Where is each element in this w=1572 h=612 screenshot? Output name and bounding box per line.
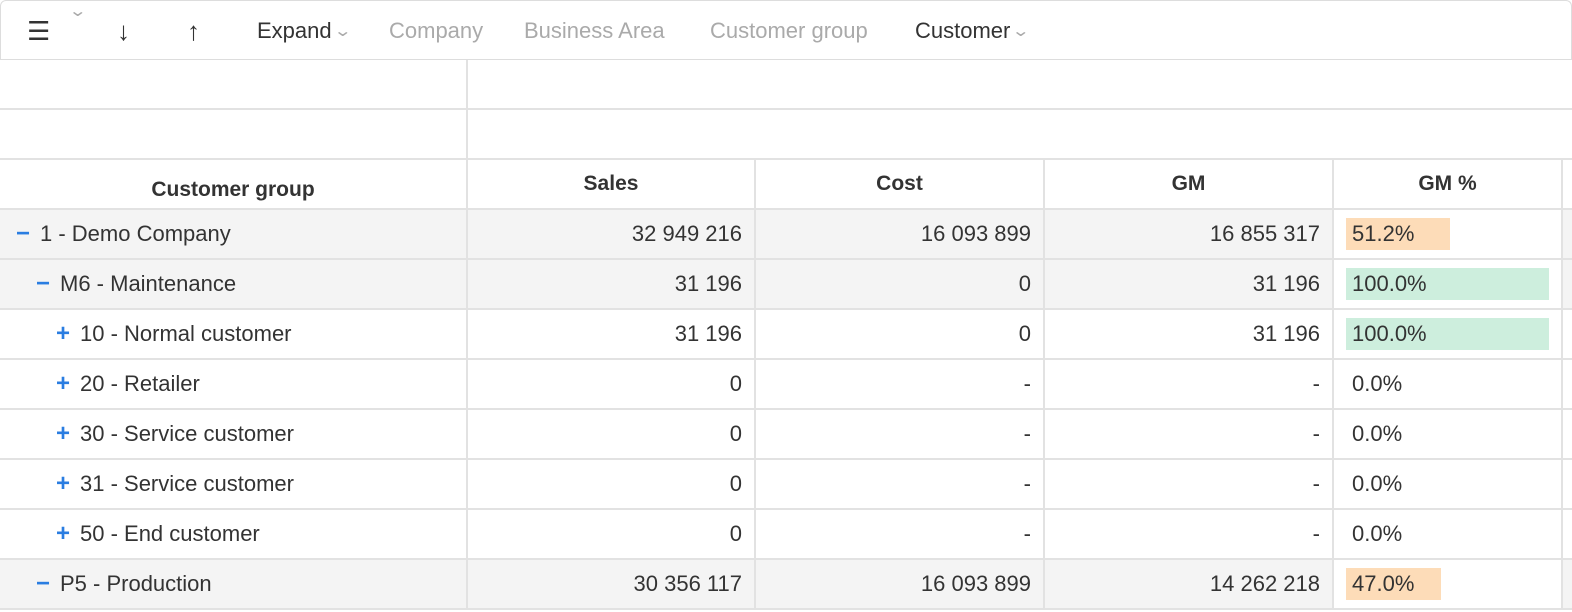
- row-label-cell: + 20 - Retailer: [0, 360, 468, 408]
- row-label: 10 - Normal customer: [80, 321, 292, 346]
- gm-value: 31 196: [1045, 310, 1334, 358]
- row-label-cell: + 31 - Service customer: [0, 460, 468, 508]
- empty-header-row: [0, 60, 1572, 110]
- cost-value: 16 093 899: [756, 210, 1045, 258]
- gm-pct-cell: 0.0%: [1334, 460, 1563, 508]
- row-label: 50 - End customer: [80, 521, 260, 546]
- customer-dropdown[interactable]: Customer ⌄: [915, 1, 1031, 61]
- sales-value: 0: [468, 510, 756, 558]
- sales-value: 0: [468, 360, 756, 408]
- expand-icon[interactable]: +: [55, 370, 70, 397]
- gm-pct-cell: 100.0%: [1334, 260, 1563, 308]
- gm-value: -: [1045, 460, 1334, 508]
- header-sales[interactable]: Sales: [468, 160, 756, 208]
- gm-pct-value: 0.0%: [1352, 371, 1403, 396]
- table-row: + 20 - Retailer 0 - - 0.0%: [0, 360, 1572, 410]
- customer-label: Customer: [915, 18, 1011, 43]
- row-label: 31 - Service customer: [80, 471, 294, 496]
- gm-value: 31 196: [1045, 260, 1334, 308]
- gm-pct-cell: 0.0%: [1334, 510, 1563, 558]
- gm-pct-value: 0.0%: [1352, 421, 1403, 446]
- gm-value: -: [1045, 360, 1334, 408]
- empty-header-row: [0, 110, 1572, 160]
- cost-value: -: [756, 460, 1045, 508]
- gm-pct-value: 100.0%: [1352, 271, 1427, 296]
- gm-pct-bar: [1346, 218, 1450, 250]
- arrow-up-icon[interactable]: ↑: [187, 15, 200, 46]
- gm-pct-cell: 100.0%: [1334, 310, 1563, 358]
- sales-value: 30 356 117: [468, 560, 756, 608]
- row-label: 1 - Demo Company: [40, 221, 231, 246]
- gm-pct-bar: [1346, 268, 1549, 300]
- collapse-icon[interactable]: −: [15, 220, 30, 247]
- cost-value: -: [756, 410, 1045, 458]
- gm-value: -: [1045, 410, 1334, 458]
- gm-pct-value: 0.0%: [1352, 471, 1403, 496]
- row-label-cell: − P5 - Production: [0, 560, 468, 608]
- gm-pct-cell: 51.2%: [1334, 210, 1563, 258]
- table-row: + 31 - Service customer 0 - - 0.0%: [0, 460, 1572, 510]
- chevron-down-icon: ⌄: [1011, 23, 1031, 40]
- cost-value: -: [756, 510, 1045, 558]
- gm-pct-cell: 47.0%: [1334, 560, 1563, 608]
- gm-value: -: [1045, 510, 1334, 558]
- expand-icon[interactable]: +: [55, 420, 70, 447]
- table-row: − M6 - Maintenance 31 196 0 31 196 100.0…: [0, 260, 1572, 310]
- header-gm[interactable]: GM: [1045, 160, 1334, 208]
- expand-icon[interactable]: +: [55, 470, 70, 497]
- table-row: + 50 - End customer 0 - - 0.0%: [0, 510, 1572, 560]
- column-header-row: Customer group Sales Cost GM GM %: [0, 160, 1572, 210]
- cost-value: 0: [756, 310, 1045, 358]
- expand-icon[interactable]: +: [55, 320, 70, 347]
- expand-label: Expand: [257, 18, 332, 43]
- row-label-cell: + 30 - Service customer: [0, 410, 468, 458]
- cost-value: 0: [756, 260, 1045, 308]
- gm-value: 14 262 218: [1045, 560, 1334, 608]
- header-gm-pct[interactable]: GM %: [1334, 160, 1563, 208]
- row-label-cell: − M6 - Maintenance: [0, 260, 468, 308]
- crumb-business-area[interactable]: Business Area: [524, 18, 665, 43]
- cost-value: 16 093 899: [756, 560, 1045, 608]
- gm-pct-bar: [1346, 318, 1549, 350]
- row-label: P5 - Production: [60, 571, 212, 596]
- sales-value: 31 196: [468, 310, 756, 358]
- collapse-icon[interactable]: −: [35, 270, 50, 297]
- row-label-cell: + 10 - Normal customer: [0, 310, 468, 358]
- sales-value: 0: [468, 410, 756, 458]
- collapse-icon[interactable]: −: [35, 570, 50, 597]
- header-customer-group[interactable]: Customer group: [0, 160, 468, 208]
- gm-pct-bar: [1346, 568, 1442, 600]
- gm-pct-cell: 0.0%: [1334, 360, 1563, 408]
- row-label-cell: − 1 - Demo Company: [0, 210, 468, 258]
- hamburger-icon[interactable]: ☰: [27, 15, 51, 46]
- chevron-down-icon: ⌄: [332, 23, 352, 40]
- table-row: − 1 - Demo Company 32 949 216 16 093 899…: [0, 210, 1572, 260]
- gm-pct-value: 51.2%: [1352, 221, 1415, 246]
- row-label: 30 - Service customer: [80, 421, 294, 446]
- expand-icon[interactable]: +: [55, 520, 70, 547]
- table-row: − P5 - Production 30 356 117 16 093 899 …: [0, 560, 1572, 610]
- menu-chevron-down-icon[interactable]: ⌄: [68, 3, 88, 20]
- cost-value: -: [756, 360, 1045, 408]
- gm-pct-value: 47.0%: [1352, 571, 1415, 596]
- crumb-customer-group[interactable]: Customer group: [710, 18, 868, 43]
- expand-dropdown[interactable]: Expand ⌄: [257, 1, 352, 61]
- row-label: 20 - Retailer: [80, 371, 200, 396]
- sales-value: 0: [468, 460, 756, 508]
- gm-pct-value: 0.0%: [1352, 521, 1403, 546]
- toolbar: ☰ ⌄ ↓ ↑ Expand ⌄ Company Business Area Cu…: [0, 0, 1572, 60]
- row-label-cell: + 50 - End customer: [0, 510, 468, 558]
- row-label: M6 - Maintenance: [60, 271, 237, 296]
- gm-value: 16 855 317: [1045, 210, 1334, 258]
- sales-value: 32 949 216: [468, 210, 756, 258]
- header-cost[interactable]: Cost: [756, 160, 1045, 208]
- sales-value: 31 196: [468, 260, 756, 308]
- arrow-down-icon[interactable]: ↓: [117, 15, 130, 46]
- gm-pct-value: 100.0%: [1352, 321, 1427, 346]
- table-row: + 10 - Normal customer 31 196 0 31 196 1…: [0, 310, 1572, 360]
- table-row: + 30 - Service customer 0 - - 0.0%: [0, 410, 1572, 460]
- gm-pct-cell: 0.0%: [1334, 410, 1563, 458]
- crumb-company[interactable]: Company: [389, 18, 484, 43]
